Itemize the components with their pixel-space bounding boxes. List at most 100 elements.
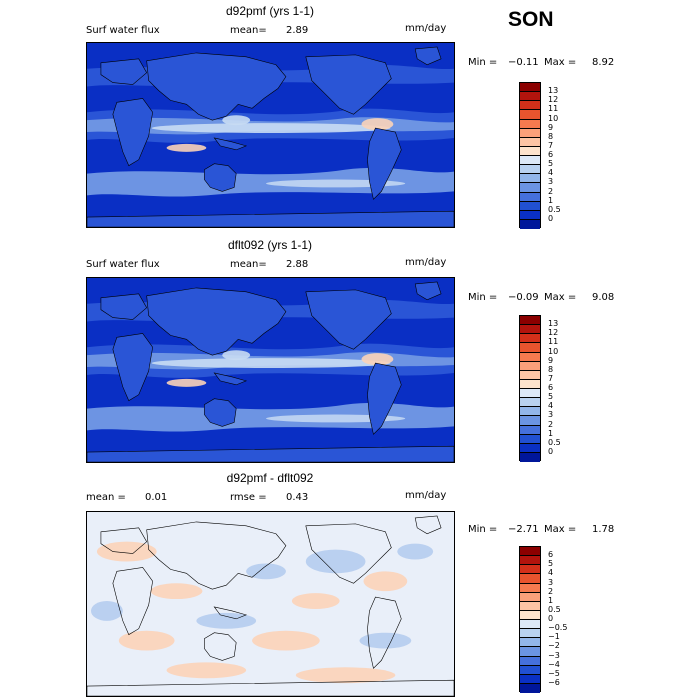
colorbar-swatch	[520, 601, 540, 611]
colorbar-swatch	[520, 83, 540, 93]
field-blob	[118, 630, 175, 651]
panel-2-variable: Surf water flux	[86, 259, 160, 270]
panel-2-mean-label: mean=	[230, 259, 267, 270]
colorbar-level-label: 6	[548, 383, 554, 392]
colorbar-level-label: 11	[548, 337, 559, 347]
field-blob	[166, 143, 207, 152]
colorbar-level-label: −3	[548, 650, 560, 660]
colorbar-swatch	[520, 119, 540, 129]
colorbar-level-label: 0	[548, 446, 554, 456]
colorbar-swatch	[520, 425, 540, 435]
colorbar-swatch	[520, 183, 540, 193]
field-blob	[151, 358, 391, 369]
colorbar-level-label: 7	[548, 140, 554, 150]
map-shape	[112, 98, 153, 167]
colorbar-swatch	[520, 556, 540, 566]
map-shape	[305, 289, 392, 350]
colorbar-swatch	[520, 574, 540, 584]
colorbar-level-label: 2	[548, 186, 554, 196]
colorbar-swatch	[520, 352, 540, 362]
colorbar-swatch	[520, 407, 540, 417]
colorbar-swatch	[520, 610, 540, 620]
panel-3-title: d92pmf - dflt092	[226, 471, 314, 485]
map-shape	[367, 596, 402, 669]
field-blob	[196, 612, 257, 629]
colorbar-level-label: 1	[548, 595, 554, 605]
field-blob	[246, 563, 286, 580]
colorbar-swatch	[520, 683, 540, 693]
colorbar-level-label: −6	[548, 677, 560, 687]
field-blob	[361, 118, 394, 131]
field-blob	[90, 601, 123, 621]
map-shape	[204, 398, 237, 427]
colorbar-level-label: −0.5	[548, 623, 568, 633]
panel-2-units: mm/day	[405, 257, 447, 268]
map-shape	[112, 333, 153, 402]
colorbar-swatch	[520, 156, 540, 166]
colorbar-swatch	[520, 434, 540, 444]
panel-3-mean-label: mean =	[86, 492, 126, 503]
map-shape	[112, 567, 153, 636]
colorbar-swatch	[520, 325, 540, 335]
panel-1-units: mm/day	[405, 23, 447, 34]
colorbar-level-label: −5	[548, 668, 560, 678]
field-blob	[291, 593, 340, 609]
colorbar-swatch	[520, 674, 540, 684]
map-shape	[100, 58, 148, 85]
map-shape	[204, 632, 237, 661]
colorbar-level-label: 0	[548, 614, 554, 623]
panel-1-mean-value: 2.89	[286, 25, 309, 36]
map-shape	[414, 515, 442, 535]
colorbar-swatch	[520, 665, 540, 675]
field-blob	[222, 115, 251, 126]
map-shape	[305, 523, 392, 584]
map-shape	[87, 445, 454, 462]
colorbar-swatch	[520, 361, 540, 371]
colorbar-level-label: 4	[548, 568, 554, 578]
colorbar-swatch	[520, 210, 540, 220]
field-blob	[361, 353, 394, 366]
panel-1-colorbar	[519, 82, 541, 229]
colorbar-swatch	[520, 174, 540, 184]
panel-3-rmse-value: 0.43	[286, 492, 309, 503]
colorbar-swatch	[520, 110, 540, 120]
colorbar-level-label: 2	[548, 419, 554, 429]
season-label: SON	[508, 8, 554, 31]
panel-2-min-label: Min =	[468, 292, 498, 303]
colorbar-level-label: 3	[548, 410, 554, 420]
field-blob	[166, 662, 247, 679]
map-shape	[146, 521, 287, 590]
colorbar-swatch	[520, 629, 540, 639]
panel-1-max-label: Max =	[544, 57, 577, 68]
panel-2-mean-value: 2.88	[286, 259, 309, 270]
colorbar-level-label: 5	[548, 559, 554, 569]
colorbar-swatch	[520, 638, 540, 648]
panel-2-max-label: Max =	[544, 292, 577, 303]
colorbar-swatch	[520, 452, 540, 462]
colorbar-swatch	[520, 101, 540, 111]
map-shape	[414, 281, 442, 301]
colorbar-level-label: 1	[548, 195, 554, 205]
panel-3-map-svg	[87, 512, 454, 696]
map-shape	[146, 52, 287, 121]
colorbar-level-label: 7	[548, 373, 554, 383]
colorbar-level-label: 0	[548, 213, 554, 223]
panel-3-mean-value: 0.01	[145, 492, 168, 503]
panel-2-max-value: 9.08	[592, 292, 615, 303]
colorbar-level-label: −2	[548, 641, 560, 651]
map-shape	[100, 293, 148, 320]
colorbar-level-label: 3	[548, 577, 554, 587]
field-blob	[363, 571, 408, 592]
colorbar-level-label: 0.5	[548, 437, 561, 447]
panel-3-max-value: 1.78	[592, 524, 615, 535]
panel-3-rmse-label: rmse =	[230, 492, 267, 503]
colorbar-level-label: 8	[548, 131, 554, 141]
map-shape	[87, 210, 454, 227]
panel-2-colorbar	[519, 315, 541, 462]
colorbar-swatch	[520, 620, 540, 630]
colorbar-swatch	[520, 165, 540, 175]
panel-3-min-value: −2.71	[508, 524, 539, 535]
colorbar-level-label: 11	[548, 104, 559, 114]
colorbar-level-label: 0.5	[548, 204, 561, 214]
panel-1-max-value: 8.92	[592, 57, 615, 68]
